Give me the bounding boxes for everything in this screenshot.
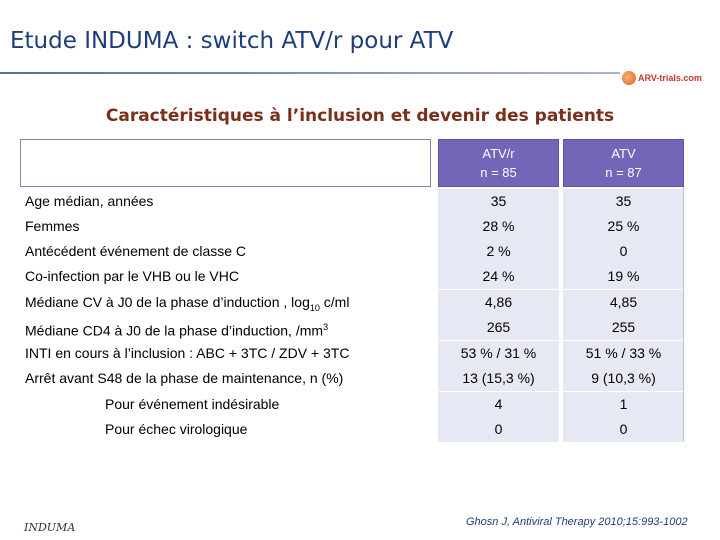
row-label-superscript: 3 xyxy=(323,322,329,332)
row-label-unit: c/ml xyxy=(319,294,350,310)
logo-text: ARV-trials.com xyxy=(638,73,702,83)
table-right-border xyxy=(683,187,684,441)
row-label: Femmes xyxy=(25,218,80,234)
row-label: Médiane CD4 à J0 de la phase d’induction… xyxy=(25,315,328,340)
row-label: Pour échec virologique xyxy=(105,421,248,437)
cell-atv: 255 xyxy=(563,315,684,340)
row-label-text: Médiane CD4 à J0 de la phase d’induction… xyxy=(25,322,324,339)
title-divider xyxy=(0,72,620,74)
slide-title: Etude INDUMA : switch ATV/r pour ATV xyxy=(10,28,454,54)
table-header-blank xyxy=(20,139,431,187)
row-label: INTI en cours à l’inclusion : ABC + 3TC … xyxy=(25,345,350,361)
cell-atv: 0 xyxy=(563,417,684,442)
cell-atv-r: 2 % xyxy=(438,239,559,264)
row-label-subscript: 10 xyxy=(309,302,320,313)
cell-atv: 35 xyxy=(563,189,684,214)
cell-atv: 1 xyxy=(563,392,684,417)
column-n: n = 87 xyxy=(605,165,642,180)
cell-atv-r: 4,86 xyxy=(438,290,559,315)
cell-atv: 19 % xyxy=(563,264,684,289)
cell-atv-r: 24 % xyxy=(438,264,559,289)
column-name: ATV/r xyxy=(482,146,515,161)
column-header-atv: ATV n = 87 xyxy=(563,139,684,187)
cell-atv-r: 53 % / 31 % xyxy=(438,341,559,366)
cell-atv: 25 % xyxy=(563,214,684,239)
column-name: ATV xyxy=(611,146,636,161)
table-row: Co-infection par le VHB ou le VHC 24 % 1… xyxy=(0,264,720,289)
induma-logo: INDUMA xyxy=(24,521,76,534)
arv-trials-logo: ARV-trials.com xyxy=(622,71,702,85)
table-row: INTI en cours à l’inclusion : ABC + 3TC … xyxy=(0,341,720,366)
cell-atv: 0 xyxy=(563,239,684,264)
table-row: Pour échec virologique 0 0 xyxy=(0,417,720,442)
table-row: Médiane CV à J0 de la phase d’induction … xyxy=(0,290,720,315)
cell-atv-r: 13 (15,3 %) xyxy=(438,366,559,391)
cell-atv: 4,85 xyxy=(563,290,684,315)
row-label: Antécédent événement de classe C xyxy=(25,243,247,259)
row-label: Age médian, années xyxy=(25,193,154,209)
row-label: Médiane CV à J0 de la phase d’induction … xyxy=(25,290,349,315)
cell-atv: 9 (10,3 %) xyxy=(563,366,684,391)
citation: Ghosn J, Antiviral Therapy 2010;15:993-1… xyxy=(466,516,688,528)
cell-atv-r: 4 xyxy=(438,392,559,417)
table-row: Médiane CD4 à J0 de la phase d’induction… xyxy=(0,315,720,340)
cell-atv: 51 % / 33 % xyxy=(563,341,684,366)
row-label: Pour événement indésirable xyxy=(105,396,280,412)
cell-atv-r: 28 % xyxy=(438,214,559,239)
row-label-text: Médiane CV à J0 de la phase d’induction … xyxy=(25,294,310,310)
cell-atv-r: 265 xyxy=(438,315,559,340)
table-row: Antécédent événement de classe C 2 % 0 xyxy=(0,239,720,264)
table-row: Age médian, années 35 35 xyxy=(0,189,720,214)
cell-atv-r: 0 xyxy=(438,417,559,442)
table-row: Femmes 28 % 25 % xyxy=(0,214,720,239)
slide-subtitle: Caractéristiques à l’inclusion et deveni… xyxy=(105,106,615,126)
table-row: Arrêt avant S48 de la phase de maintenan… xyxy=(0,366,720,391)
row-label: Co-infection par le VHB ou le VHC xyxy=(25,268,239,284)
logo-mark-icon xyxy=(622,71,636,85)
column-n: n = 85 xyxy=(480,165,517,180)
table-row: Pour événement indésirable 4 1 xyxy=(0,392,720,417)
cell-atv-r: 35 xyxy=(438,189,559,214)
row-label: Arrêt avant S48 de la phase de maintenan… xyxy=(25,370,344,386)
column-header-atv-r: ATV/r n = 85 xyxy=(438,139,559,187)
